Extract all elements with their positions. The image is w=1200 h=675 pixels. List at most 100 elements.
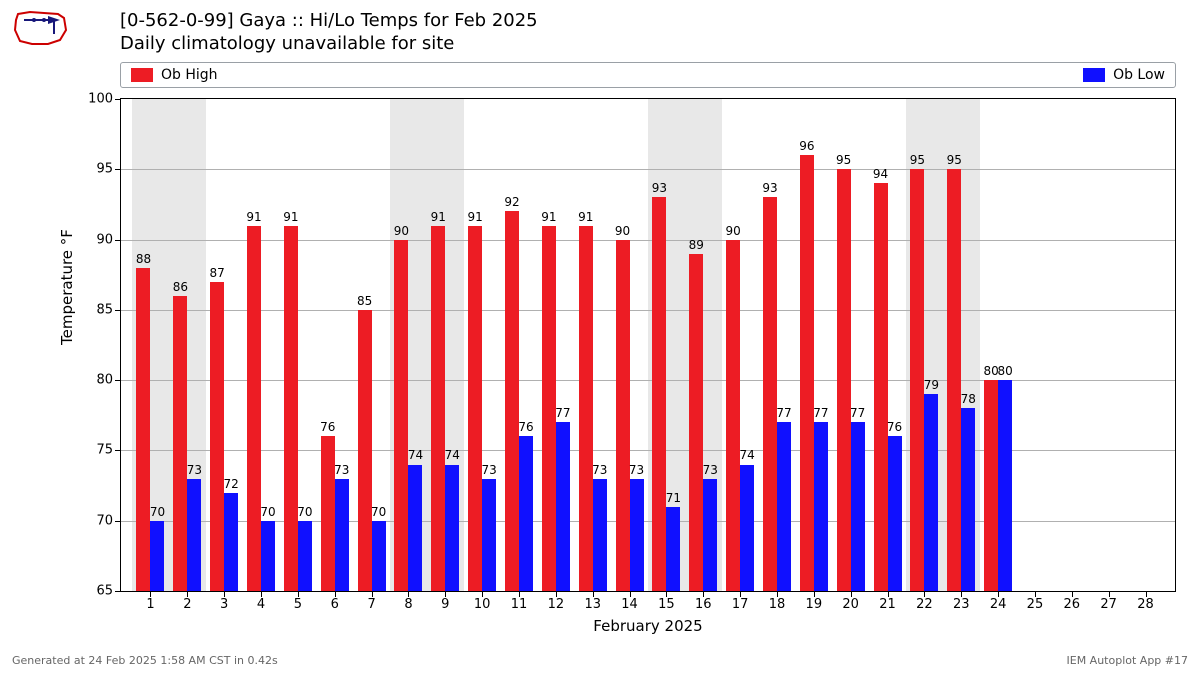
xtick-label: 13 [584,597,601,612]
bar-high [247,226,261,591]
bar-low-label: 73 [334,463,349,477]
bar-low-label: 70 [371,505,386,519]
bar-low [482,479,496,591]
ytick-label: 95 [77,162,113,177]
bar-low [556,422,570,591]
ytick-mark [115,240,121,241]
ytick-label: 100 [77,92,113,107]
bar-low-label: 77 [555,406,570,420]
bar-high-label: 76 [320,420,335,434]
legend-swatch-high [131,68,153,82]
bar-low-label: 73 [592,463,607,477]
bar-low-label: 78 [961,392,976,406]
xtick-label: 2 [183,597,191,612]
bar-high [763,197,777,591]
xtick-label: 6 [331,597,339,612]
xtick-label: 5 [294,597,302,612]
bar-low-label: 76 [887,420,902,434]
bar-high [579,226,593,591]
bar-low-label: 80 [997,364,1012,378]
bar-high [689,254,703,591]
ytick-mark [115,521,121,522]
chart-page: [0-562-0-99] Gaya :: Hi/Lo Temps for Feb… [0,0,1200,675]
ytick-label: 90 [77,232,113,247]
bar-low [814,422,828,591]
bar-low [777,422,791,591]
ytick-mark [115,99,121,100]
legend-label-high: Ob High [161,67,218,83]
xtick-label: 24 [990,597,1007,612]
bar-high-label: 96 [799,139,814,153]
xtick-label: 22 [916,597,933,612]
bar-high [210,282,224,591]
bar-high-label: 94 [873,167,888,181]
bar-high [394,240,408,591]
bar-high-label: 88 [136,252,151,266]
gridline [121,169,1175,170]
bar-low-label: 73 [187,463,202,477]
bar-low [372,521,386,591]
legend-label-low: Ob Low [1113,67,1165,83]
bar-low [666,507,680,591]
bar-low [150,521,164,591]
legend-item-low: Ob Low [1083,67,1165,83]
xtick-label: 19 [806,597,823,612]
gridline [121,521,1175,522]
bar-high [800,155,814,591]
xtick-label: 23 [953,597,970,612]
bar-low-label: 74 [739,448,754,462]
bar-low-label: 70 [297,505,312,519]
ytick-label: 75 [77,443,113,458]
xtick-label: 14 [621,597,638,612]
bar-high [505,211,519,591]
ytick-label: 65 [77,584,113,599]
bar-high-label: 90 [615,224,630,238]
footer-generated: Generated at 24 Feb 2025 1:58 AM CST in … [12,654,278,667]
ytick-mark [115,450,121,451]
bar-high-label: 91 [578,210,593,224]
bar-low [851,422,865,591]
bar-low-label: 77 [776,406,791,420]
bar-low-label: 74 [408,448,423,462]
bar-low [998,380,1012,591]
ytick-mark [115,169,121,170]
bar-high-label: 95 [910,153,925,167]
bar-low-label: 73 [703,463,718,477]
bar-high-label: 86 [173,280,188,294]
bar-high [874,183,888,591]
bar-low [335,479,349,591]
bar-high [652,197,666,591]
bar-low-label: 74 [445,448,460,462]
xtick-label: 18 [769,597,786,612]
bar-low-label: 70 [150,505,165,519]
bar-high [910,169,924,591]
x-axis-label: February 2025 [593,617,702,635]
bar-high [947,169,961,591]
bar-high-label: 95 [947,153,962,167]
xtick-label: 27 [1100,597,1117,612]
bar-low [888,436,902,591]
legend-swatch-low [1083,68,1105,82]
bar-low [961,408,975,591]
bar-high-label: 91 [468,210,483,224]
bar-high-label: 89 [689,238,704,252]
bar-low [408,465,422,592]
bar-low [630,479,644,591]
bar-high [173,296,187,591]
bar-low [593,479,607,591]
bar-high [284,226,298,591]
title-line-2: Daily climatology unavailable for site [120,33,538,56]
legend-item-high: Ob High [131,67,218,83]
bar-low [924,394,938,591]
bar-low-label: 77 [850,406,865,420]
ytick-mark [115,310,121,311]
xtick-label: 20 [842,597,859,612]
bar-low-label: 73 [629,463,644,477]
bar-high-label: 87 [210,266,225,280]
title-block: [0-562-0-99] Gaya :: Hi/Lo Temps for Feb… [120,10,538,55]
bar-low-label: 76 [518,420,533,434]
bar-low-label: 70 [260,505,275,519]
bar-low-label: 73 [482,463,497,477]
legend: Ob High Ob Low [120,62,1176,88]
gridline [121,310,1175,311]
